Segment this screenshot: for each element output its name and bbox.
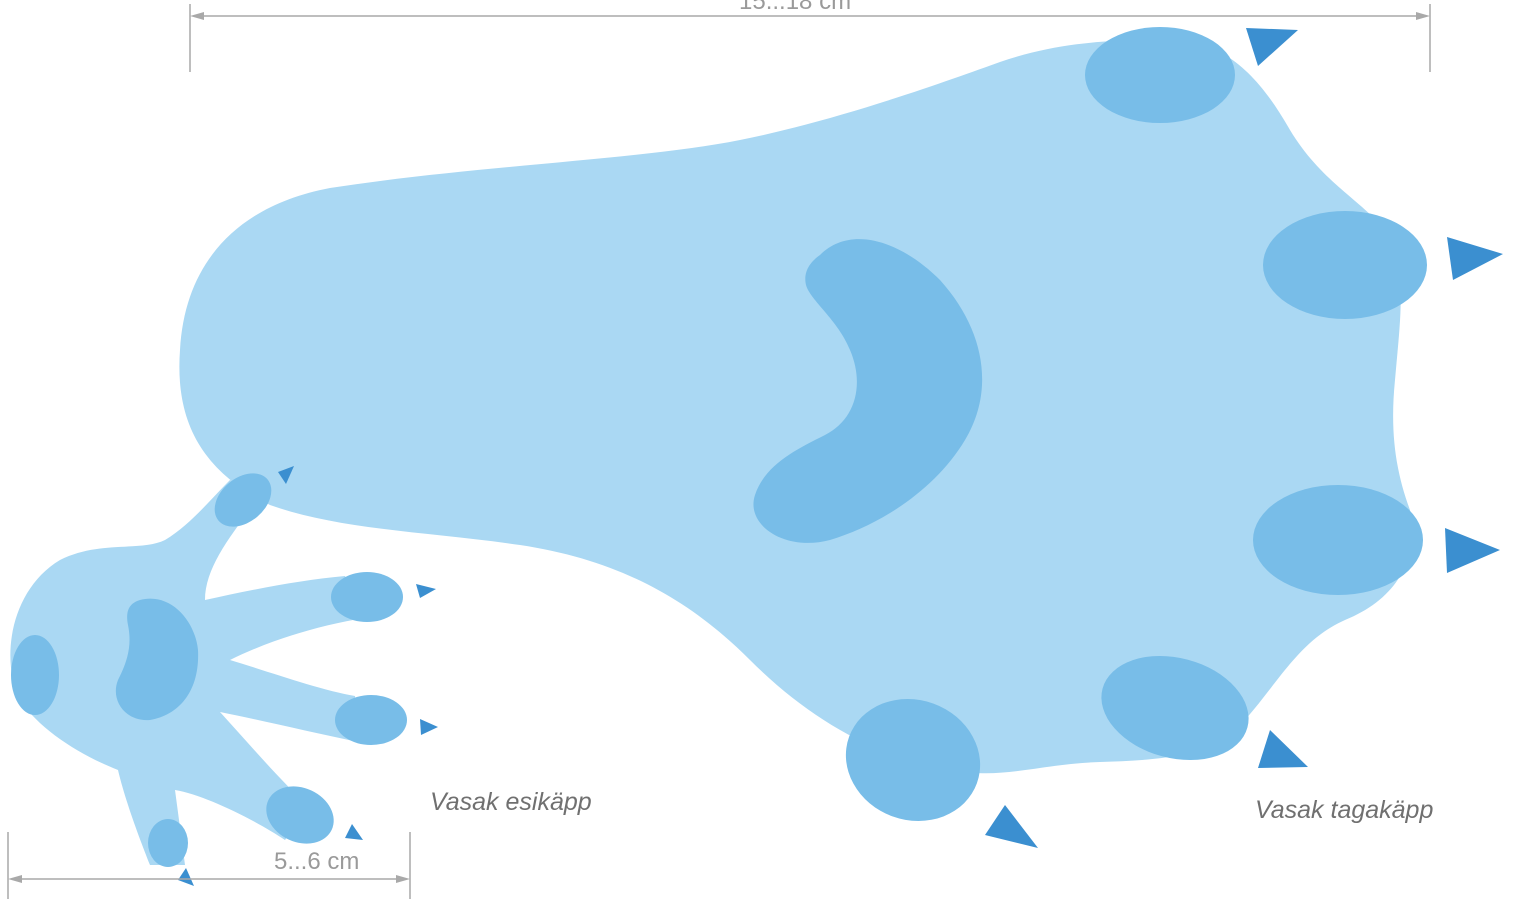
hind-claw-4 <box>1258 730 1308 768</box>
front-toe-pad-4 <box>266 786 334 844</box>
hind-dimension-line <box>189 4 1431 72</box>
front-claw-4 <box>345 824 363 840</box>
front-claw-2 <box>416 584 436 598</box>
hind-toe-pad-5 <box>845 699 981 821</box>
hind-toe-pad-3 <box>1253 485 1423 595</box>
front-paw-caption: Vasak esikäpp <box>430 788 592 816</box>
front-claw-1 <box>278 466 294 484</box>
front-claw-5 <box>178 868 194 886</box>
hind-toe-pad-4 <box>1101 655 1249 761</box>
hind-paw-caption: Vasak tagakäpp <box>1255 796 1434 824</box>
hind-claw-5 <box>985 805 1038 848</box>
hind-toe-pad-1 <box>1085 27 1235 123</box>
front-claw-3 <box>420 719 438 735</box>
front-toe-pad-2 <box>331 572 403 622</box>
hind-paw-sole <box>179 38 1413 774</box>
front-dimension-line <box>7 832 411 899</box>
hind-paw-main-pad <box>753 239 983 543</box>
hind-toe-pad-2 <box>1263 211 1427 319</box>
hind-claw-1 <box>1246 28 1298 66</box>
front-toe-pad-3 <box>335 695 407 745</box>
front-toe-pad-1 <box>214 473 272 527</box>
front-heel-pad <box>11 635 59 715</box>
hind-dimension-label: 15...18 cm <box>735 0 856 14</box>
front-toe-pad-5 <box>148 819 188 867</box>
hind-paw-print <box>179 27 1503 848</box>
front-paw-print <box>10 466 438 886</box>
front-dimension-label: 5...6 cm <box>270 850 364 874</box>
hind-claw-3 <box>1445 528 1500 573</box>
front-paw-main-pad <box>115 598 199 721</box>
hind-claw-2 <box>1447 237 1503 280</box>
